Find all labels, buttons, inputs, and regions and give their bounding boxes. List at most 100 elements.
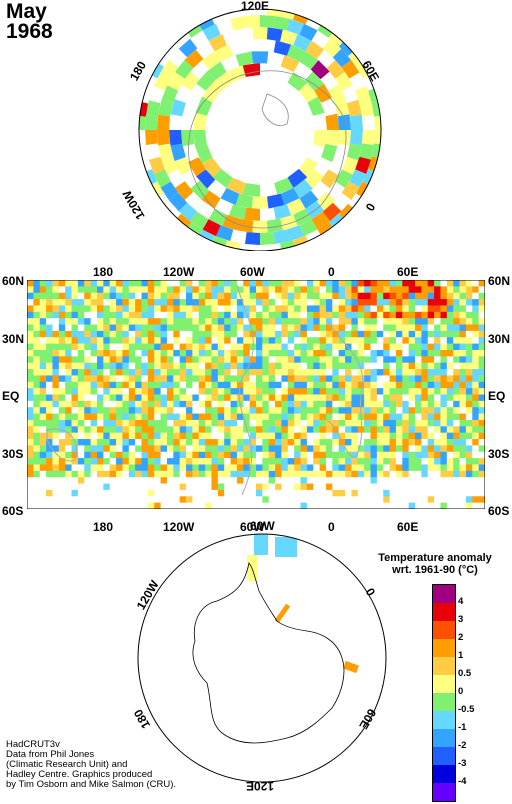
grid-cell (33, 419, 41, 427)
grid-cell (224, 280, 231, 287)
grid-cell (332, 445, 340, 453)
grid-cell (281, 343, 289, 351)
grid-cell (357, 470, 365, 478)
grid-cell (472, 324, 480, 332)
grid-cell (77, 477, 85, 484)
polar-cell (266, 27, 283, 42)
grid-cell (173, 286, 181, 294)
grid-cell (249, 318, 257, 325)
grid-cell (294, 318, 301, 325)
grid-cell (243, 470, 251, 478)
grid-cell (351, 400, 359, 408)
grid-cell (109, 464, 117, 472)
grid-cell (383, 439, 390, 446)
grid-cell (338, 470, 346, 478)
grid-cell (173, 439, 181, 446)
grid-cell (39, 324, 47, 332)
grid-cell (408, 400, 416, 408)
grid-cell (90, 343, 98, 351)
grid-cell (160, 464, 168, 472)
grid-cell (402, 356, 410, 364)
bottom-lon-label: 0 (328, 520, 335, 534)
grid-cell (325, 369, 333, 376)
grid-cell (33, 407, 41, 414)
grid-cell (147, 458, 155, 465)
grid-cell (128, 400, 136, 408)
grid-cell (147, 388, 155, 395)
grid-cell (478, 343, 485, 351)
grid-cell (376, 356, 384, 364)
grid-cell (351, 381, 359, 389)
grid-cell (376, 330, 384, 338)
grid-cell (345, 394, 352, 402)
title-month: May (6, 0, 47, 23)
grid-cell (230, 388, 238, 395)
grid-cell (173, 369, 181, 376)
grid-cell (345, 464, 352, 472)
south-polar-map (137, 533, 387, 783)
grid-cell (65, 375, 72, 383)
grid-cell (364, 439, 371, 446)
grid-cell (478, 337, 485, 345)
grid-cell (453, 381, 460, 389)
grid-cell (77, 362, 85, 370)
grid-cell (128, 496, 136, 504)
grid-cell (446, 489, 454, 497)
grid-cell (186, 413, 193, 421)
grid-cell (402, 280, 410, 287)
grid-cell (465, 400, 473, 408)
polar-cell (160, 60, 179, 79)
grid-cell (236, 324, 244, 332)
grid-cell (287, 407, 295, 414)
grid-cell (281, 502, 289, 509)
polar-cell (337, 130, 351, 146)
grid-cell (192, 388, 200, 395)
grid-cell (465, 477, 473, 484)
grid-cell (122, 426, 130, 434)
grid-cell (395, 413, 403, 421)
grid-cell (96, 311, 104, 319)
grid-cell (186, 419, 193, 427)
grid-cell (230, 502, 238, 509)
grid-cell (109, 483, 117, 491)
grid-cell (415, 419, 422, 427)
grid-cell (52, 458, 60, 465)
grid-cell (376, 369, 384, 376)
grid-cell (230, 299, 238, 306)
grid-cell (465, 343, 473, 351)
grid-cell (395, 483, 403, 491)
grid-cell (236, 311, 244, 319)
grid-cell (243, 407, 251, 414)
grid-cell (224, 496, 231, 504)
legend-tick: 0 (458, 686, 464, 697)
grid-cell (287, 464, 295, 472)
grid-cell (96, 324, 104, 332)
grid-cell (205, 369, 212, 376)
grid-cell (217, 426, 225, 434)
grid-cell (268, 324, 276, 332)
grid-cell (268, 369, 276, 376)
grid-cell (256, 419, 263, 427)
polar-cell (251, 196, 269, 209)
grid-cell (46, 483, 53, 491)
grid-cell (395, 369, 403, 376)
grid-cell (116, 349, 123, 357)
grid-cell (389, 470, 397, 478)
grid-cell (109, 458, 117, 465)
grid-cell (268, 502, 276, 509)
grid-cell (230, 337, 238, 345)
grid-cell (217, 458, 225, 465)
grid-cell (262, 464, 270, 472)
polar-cell (280, 188, 300, 206)
grid-cell (434, 381, 441, 389)
grid-cell (90, 400, 98, 408)
polar-cell (286, 225, 304, 242)
grid-cell (364, 445, 371, 453)
grid-cell (179, 305, 187, 313)
grid-cell (446, 318, 454, 325)
grid-cell (109, 324, 117, 332)
grid-cell (52, 375, 60, 383)
grid-cell (332, 458, 340, 465)
grid-cell (90, 337, 98, 345)
grid-cell (287, 305, 295, 313)
